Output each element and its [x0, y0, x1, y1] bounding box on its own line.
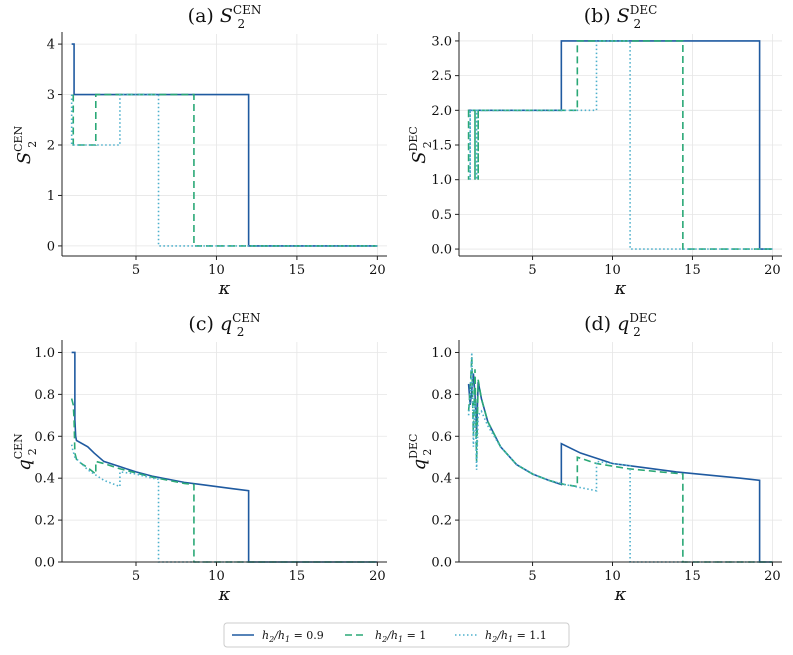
x-tick-label: 10: [208, 263, 225, 278]
x-tick-label: 20: [764, 263, 781, 278]
panel-d: 5 10 15 20 0.0 0.2 0.4 0.6 0.8 1.0 (d) qDEC 2 κ qDEC…: [407, 311, 782, 605]
x-tick-label: 20: [369, 263, 386, 278]
x-tick-label: 5: [528, 263, 536, 278]
legend-label: h2/h1 = 0.9: [262, 629, 324, 644]
panel-title: (b) SDEC 2: [584, 3, 658, 31]
y-tick-label: 0.0: [431, 556, 452, 571]
y-tick-label: 0.8: [34, 388, 55, 403]
x-tick-label: 10: [604, 263, 621, 278]
series-line-dotted: [70, 444, 378, 563]
legend: h2/h1 = 0.9 h2/h1 = 1 h2/h1 = 1.1: [223, 622, 570, 648]
legend-frame: [223, 622, 570, 648]
x-tick-label: 10: [208, 569, 225, 584]
panel-title: (a) SCEN 2: [188, 3, 262, 31]
x-axis-label: κ: [614, 278, 627, 299]
y-tick-label: 3: [47, 88, 55, 103]
series-line-solid: [71, 351, 378, 563]
y-tick-label: 0.4: [431, 472, 452, 487]
y-tick-label: 0.6: [34, 430, 55, 445]
y-tick-label: 0.2: [34, 514, 55, 529]
x-tick-label: 5: [132, 263, 140, 278]
y-tick-label: 0.5: [431, 208, 452, 223]
x-axis-label: κ: [218, 584, 231, 605]
y-axis-label: SDEC2: [407, 126, 434, 164]
panel-a: 5 10 15 20 0 1 2 3 4 (a) SCEN 2 κ SCEN2: [12, 3, 387, 299]
x-tick-label: 15: [684, 569, 701, 584]
series-line-dashed: [467, 356, 773, 563]
x-tick-label: 5: [528, 569, 536, 584]
legend-label: h2/h1 = 1.1: [485, 629, 547, 644]
y-tick-label: 0.0: [34, 556, 55, 571]
y-tick-label: 0.2: [431, 514, 452, 529]
x-axis-label: κ: [218, 278, 231, 299]
x-tick-label: 15: [289, 569, 306, 584]
y-tick-label: 1: [47, 189, 55, 204]
legend-label: h2/h1 = 1: [375, 629, 426, 644]
x-tick-label: 15: [289, 263, 306, 278]
y-tick-label: 1.0: [34, 346, 55, 361]
x-tick-label: 15: [684, 263, 701, 278]
series-line-dashed: [467, 40, 773, 250]
series-line-dotted: [469, 40, 773, 250]
y-axis-label: qCEN2: [12, 433, 39, 471]
y-axis-label: qDEC2: [407, 434, 434, 471]
y-tick-label: 4: [47, 38, 55, 53]
y-tick-label: 0.0: [431, 243, 452, 258]
y-tick-label: 0.8: [431, 388, 452, 403]
x-tick-label: 5: [132, 569, 140, 584]
y-tick-label: 1.0: [431, 173, 452, 188]
y-tick-label: 2.0: [431, 104, 452, 119]
x-tick-label: 20: [369, 569, 386, 584]
x-tick-label: 20: [764, 569, 781, 584]
series-line-dotted: [70, 93, 378, 247]
panel-title: (c) qCEN 2: [188, 311, 260, 339]
series-line-dashed: [72, 93, 378, 247]
y-tick-label: 0.4: [34, 472, 55, 487]
y-tick-label: 1.5: [431, 139, 452, 154]
x-tick-label: 10: [604, 569, 621, 584]
x-axis-label: κ: [614, 584, 627, 605]
y-tick-label: 0: [47, 239, 55, 254]
series-line-dotted: [467, 352, 773, 563]
panel-c: 5 10 15 20 0.0 0.2 0.4 0.6 0.8 1.0 (c) qCEN 2 κ qCEN…: [12, 311, 387, 605]
y-tick-label: 1.0: [431, 346, 452, 361]
y-tick-label: 3.0: [431, 34, 452, 49]
series-line-dashed: [70, 398, 378, 563]
panel-title: (d) qDEC 2: [584, 311, 657, 339]
y-axis-label: SCEN2: [12, 125, 39, 164]
y-tick-label: 2.5: [431, 69, 452, 84]
y-tick-label: 0.6: [431, 430, 452, 445]
panel-b: 5 10 15 20 0.0 0.5 1.0 1.5 2.0 2.5 3.0 (b) SDEC 2 κ S…: [407, 3, 782, 299]
y-tick-label: 2: [47, 139, 55, 154]
